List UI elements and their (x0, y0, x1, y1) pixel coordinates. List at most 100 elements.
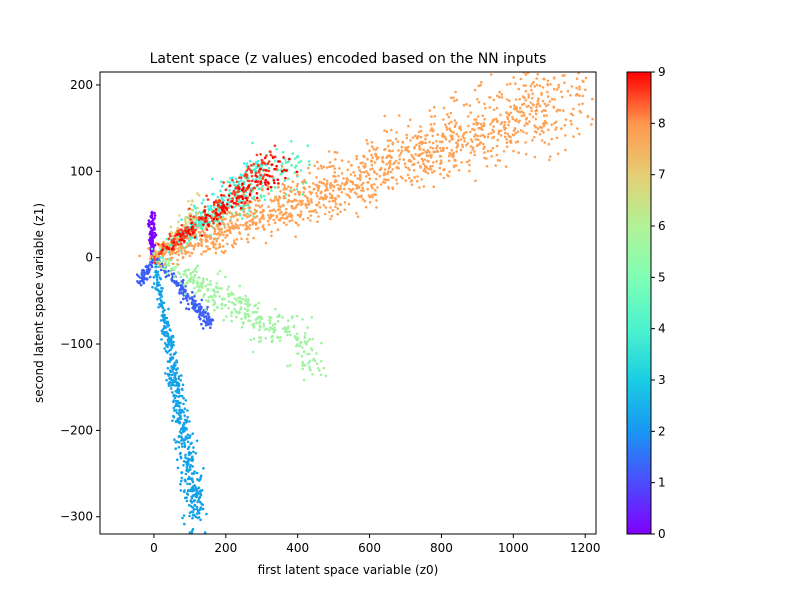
scatter-point (317, 167, 320, 170)
scatter-point (163, 262, 166, 266)
scatter-point (280, 210, 283, 214)
scatter-point (171, 250, 174, 253)
scatter-point (449, 111, 453, 115)
scatter-point (492, 98, 496, 102)
scatter-point (232, 293, 235, 296)
scatter-point (524, 98, 527, 102)
scatter-point (519, 77, 523, 81)
scatter-point (179, 411, 183, 415)
scatter-point (542, 114, 546, 117)
scatter-point (156, 288, 159, 292)
scatter-point (162, 326, 166, 330)
scatter-point (353, 191, 357, 194)
scatter-point (199, 491, 202, 495)
scatter-point (572, 135, 575, 138)
scatter-point (231, 197, 234, 200)
scatter-point (308, 365, 311, 369)
scatter-point (288, 212, 291, 216)
scatter-point (473, 128, 476, 132)
scatter-point (186, 489, 190, 493)
x-tick-label: 400 (286, 541, 309, 555)
scatter-point (176, 263, 180, 266)
scatter-point (224, 303, 227, 307)
scatter-point (238, 213, 241, 216)
scatter-point (183, 496, 187, 500)
scatter-point (190, 501, 194, 504)
scatter-point (166, 334, 169, 337)
scatter-point (236, 190, 240, 194)
scatter-point (469, 151, 473, 154)
scatter-point (441, 146, 445, 150)
scatter-point (516, 140, 520, 143)
scatter-point (331, 189, 335, 192)
scatter-point (208, 247, 212, 251)
scatter-point (272, 329, 276, 332)
scatter-point (150, 211, 153, 215)
scatter-point (272, 199, 276, 202)
y-tick-label: 100 (70, 164, 93, 178)
scatter-point (261, 213, 265, 217)
scatter-point (439, 159, 443, 162)
scatter-point (555, 88, 559, 91)
scatter-point (382, 173, 386, 177)
scatter-point (191, 516, 194, 520)
scatter-point (254, 216, 257, 219)
scatter-point (413, 176, 417, 179)
scatter-point (251, 141, 254, 145)
scatter-point (196, 509, 200, 513)
scatter-point (503, 135, 507, 139)
scatter-point (431, 171, 434, 174)
scatter-point (183, 249, 187, 252)
scatter-point (161, 315, 164, 318)
scatter-point (169, 329, 172, 332)
scatter-point (245, 169, 249, 172)
scatter-point (184, 399, 188, 402)
scatter-point (466, 142, 470, 145)
scatter-point (228, 184, 232, 187)
scatter-point (524, 89, 528, 93)
scatter-point (178, 430, 182, 434)
scatter-point (426, 149, 430, 152)
scatter-point (526, 72, 530, 75)
scatter-point (161, 267, 165, 271)
scatter-point (270, 215, 273, 218)
scatter-point (142, 269, 146, 273)
scatter-point (309, 214, 313, 217)
scatter-point (167, 237, 171, 241)
scatter-point (198, 285, 201, 288)
scatter-point (151, 219, 154, 223)
scatter-point (204, 538, 207, 541)
scatter-point (266, 180, 269, 184)
scatter-point (255, 321, 258, 325)
scatter-point (216, 237, 220, 240)
scatter-point (176, 381, 179, 384)
scatter-point (485, 157, 488, 160)
scatter-point (239, 206, 243, 210)
scatter-point (272, 208, 276, 211)
scatter-point (503, 120, 507, 124)
scatter-point (220, 180, 223, 183)
scatter-point (557, 86, 560, 89)
scatter-point (244, 194, 247, 197)
scatter-point (226, 198, 230, 202)
scatter-point (572, 107, 575, 111)
colorbar-tick-label: 1 (658, 476, 666, 490)
scatter-point (536, 72, 540, 76)
scatter-point (185, 457, 188, 460)
scatter-point (431, 128, 435, 132)
scatter-point (287, 325, 290, 328)
scatter-point (209, 279, 212, 283)
scatter-point (226, 180, 230, 183)
scatter-point (316, 220, 319, 224)
scatter-point (284, 176, 287, 180)
scatter-point (154, 241, 158, 245)
scatter-point (287, 194, 291, 197)
scatter-point (255, 215, 259, 218)
scatter-point (492, 135, 496, 139)
scatter-point (153, 255, 156, 259)
scatter-point (247, 319, 250, 322)
scatter-point (513, 128, 516, 132)
scatter-point (234, 214, 238, 217)
scatter-point (180, 252, 184, 255)
scatter-point (416, 175, 419, 178)
